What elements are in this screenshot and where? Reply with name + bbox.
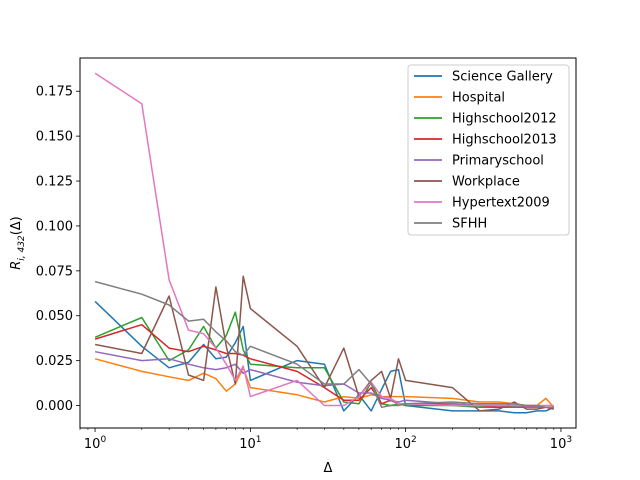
x-tick-exp: 2 [411, 435, 417, 445]
y-tick-label: 0.150 [36, 130, 73, 145]
x-tick-label: 103 [550, 435, 572, 452]
x-tick-exp: 3 [566, 435, 572, 445]
series-line [94, 72, 554, 407]
y-tick-label: 0.000 [36, 399, 73, 414]
y-tick-label: 0.125 [36, 175, 73, 190]
x-tick-base: 10 [84, 437, 101, 452]
legend-entry: Workplace [452, 175, 520, 190]
legend-entry: Hypertext2009 [452, 196, 550, 211]
y-tick-label: 0.050 [36, 309, 73, 324]
x-tick-exp: 0 [100, 435, 106, 445]
y-axis-label-sub: i, 432 [17, 235, 27, 261]
legend-entry: SFHH [452, 217, 487, 232]
legend-entry: Highschool2012 [452, 112, 557, 127]
legend-entry: Hospital [452, 91, 505, 106]
y-tick-label: 0.100 [36, 219, 73, 234]
y-tick-label: 0.025 [36, 354, 73, 369]
x-tick-base: 10 [550, 437, 567, 452]
legend-entry: Primaryschool [452, 154, 544, 169]
series-line [94, 280, 554, 409]
y-tick-label: 0.175 [36, 85, 73, 100]
y-axis-label-suffix: (Δ) [9, 216, 24, 235]
series-line [94, 311, 554, 409]
axes-frame [79, 57, 577, 429]
y-axis: 0.000 0.025 0.050 0.075 0.100 0.125 0.150 0.175 [36, 85, 80, 414]
x-tick-base: 10 [239, 437, 256, 452]
x-tick-label: 101 [239, 435, 261, 452]
x-axis-label: Δ [324, 461, 333, 476]
legend-entry: Science Gallery [452, 70, 553, 85]
x-tick-exp: 1 [256, 435, 262, 445]
y-axis-label-base: R [9, 261, 24, 270]
legend-entry: Highschool2013 [452, 133, 557, 148]
x-tick-base: 10 [395, 437, 412, 452]
legend: Science Gallery Hospital Highschool2012 Hig… [407, 64, 570, 236]
legend-box [407, 64, 570, 236]
x-tick-label: 100 [84, 435, 107, 452]
y-axis-label: Ri, 432(Δ) [9, 216, 27, 270]
y-tick-label: 0.075 [36, 264, 73, 279]
x-tick-label: 102 [395, 435, 417, 452]
plot-lines [94, 72, 555, 414]
x-axis: 100 101 102 103 [79, 428, 572, 452]
